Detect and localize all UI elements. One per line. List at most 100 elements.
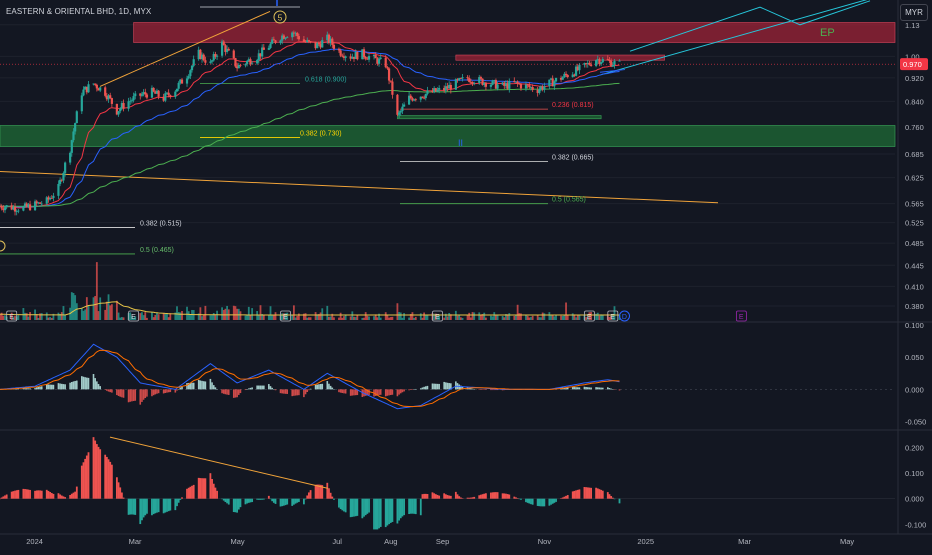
volume-bar [142,315,145,320]
macd-histogram-bar [226,389,228,395]
price-axis-label: 0.840 [905,97,924,106]
oscillator-bar [361,498,364,519]
volume-bar [446,316,449,320]
macd-histogram-bar [443,381,445,390]
macd-histogram-bar [164,389,167,393]
candle-body [150,87,154,98]
oscillator-bar [401,498,404,517]
macd-histogram-bar [411,389,414,390]
volume-bar [70,292,73,320]
macd-histogram-bar [201,380,203,390]
oscillator-bar [199,478,202,499]
macd-histogram-bar [40,386,43,390]
oscillator-bar [515,497,517,499]
candle-body [366,58,369,60]
macd-histogram-bar [29,388,31,390]
candle-body [349,56,352,59]
macd-histogram-bar [286,389,289,394]
volume-bar [4,315,6,320]
volume-bar [518,313,521,320]
macd-histogram-bar [246,389,248,390]
time-axis-label: Mar [129,537,142,546]
volume-bar [297,313,300,320]
candle-body [397,112,401,115]
candle-body [549,78,553,80]
candle-body [456,79,459,81]
volume-bar [414,316,417,320]
volume-bar [105,301,108,320]
projection-path [629,0,871,52]
volume-bar [25,313,28,320]
minor-trendline [599,69,626,73]
macd-histogram-bar [576,387,579,390]
macd-histogram-bar [179,387,182,390]
macd-histogram-bar [424,386,427,390]
candle-body [105,95,108,100]
volume-bar [24,312,26,320]
candle-body [179,79,182,83]
volume-bar [326,305,329,320]
oscillator-bar [197,477,200,499]
candle-body [586,62,589,65]
candle-body [493,80,496,81]
volume-bar [35,314,38,320]
candle-body [40,203,43,205]
candle-body [516,81,519,84]
volume-bar [214,314,217,320]
oscillator-bar [403,498,405,516]
volume-bar [331,313,334,320]
candle-body [72,131,75,141]
oscillator-bar [0,498,1,500]
volume-bar [344,314,347,320]
resistance-zone [455,54,665,61]
candle-body [302,39,305,42]
macd-histogram-bar [401,389,404,393]
oscillator-bar [446,495,449,499]
candle-body [419,96,422,100]
oscillator-bar [314,484,317,499]
volume-bar [302,313,305,320]
candle-body [362,49,366,57]
candle-body [564,73,568,76]
oscillator-bar [553,498,556,503]
candle-body [596,59,599,61]
oscillator-bar [162,498,165,514]
oscillator-bar [575,490,577,499]
oscillator-bar [379,498,382,527]
oscillator-bar [154,498,157,514]
candle-body [387,68,391,81]
oscillator-bar [131,498,133,515]
volume-bar [364,312,367,320]
currency-button[interactable]: MYR [900,4,928,21]
macd-histogram-bar [473,388,476,390]
oscillator-bar [152,498,155,515]
oscillator-bar [536,498,539,506]
price-axis-label: 1.00 [905,52,920,61]
macd-histogram-bar [341,389,344,394]
candle-body [246,60,249,65]
oscillator-bar [85,455,88,499]
volume-bar [259,305,262,320]
oscillator-bar [611,497,614,499]
candle-body [22,206,25,211]
candle-body [342,56,346,58]
candle-body [423,97,426,99]
macd-histogram-bar [17,388,20,390]
candle-body [309,41,312,43]
candle-body [0,205,2,207]
candle-body [130,100,134,102]
oscillator-bar [384,498,387,528]
candle-body [367,56,371,60]
macd-histogram-bar [234,389,237,398]
macd-histogram-bar [431,383,434,390]
macd-histogram-bar [306,389,309,393]
time-axis-label: Sep [436,537,449,546]
macd-histogram-bar [396,389,399,397]
macd-histogram-bar [583,386,586,390]
volume-bar [461,317,464,320]
oscillator-bar [318,484,320,499]
volume-bar [586,317,589,320]
candle-body [449,84,452,90]
